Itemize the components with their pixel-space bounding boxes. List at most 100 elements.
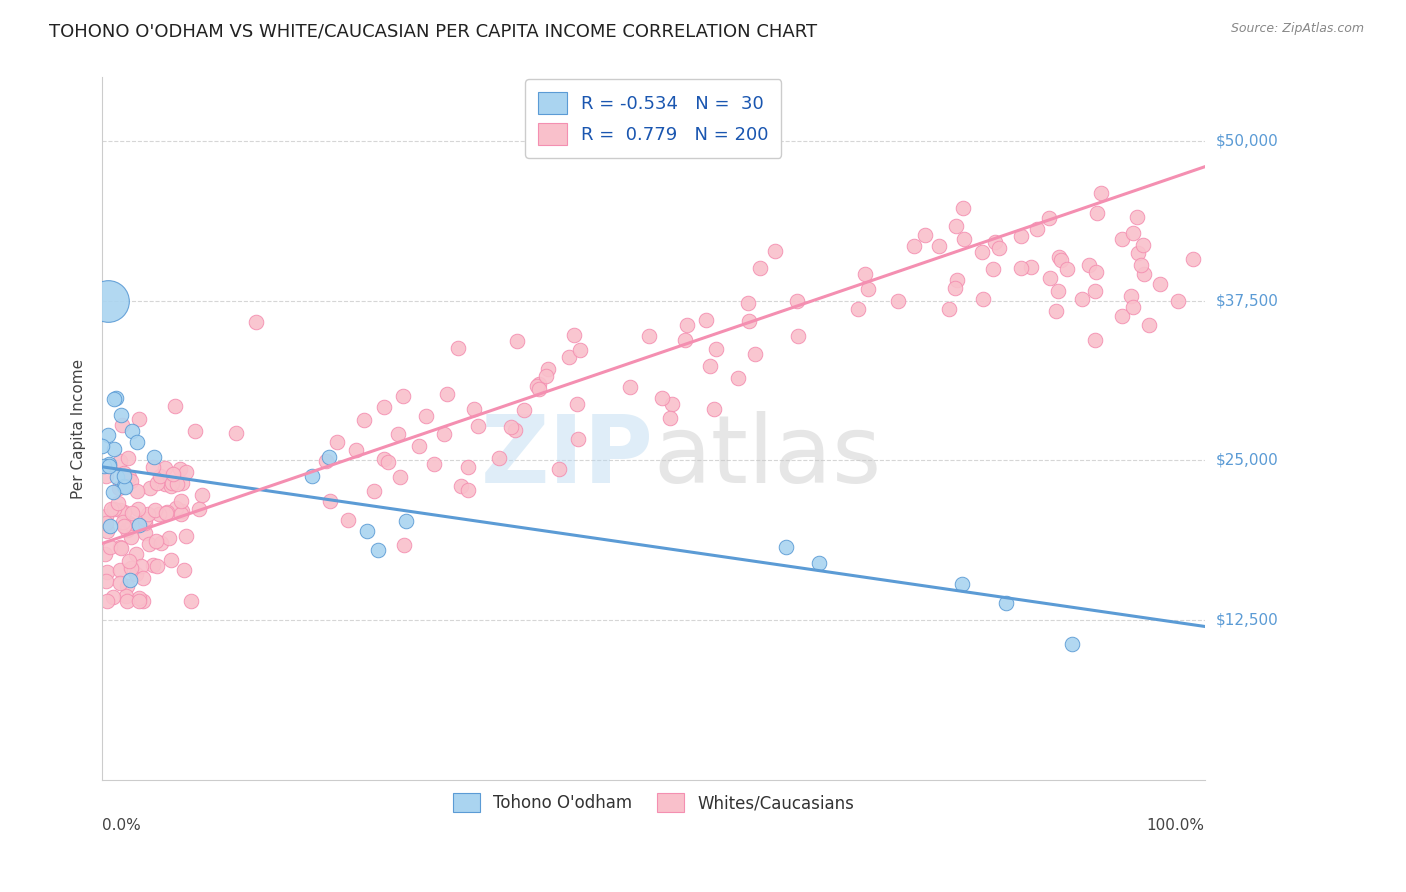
Point (146, 558, 169, 573)
Point (170, 507, 193, 521)
Point (162, 467, 184, 481)
Point (1121, 227, 1143, 241)
Point (117, 450, 139, 465)
Point (447, 341, 470, 355)
Point (887, 293, 910, 308)
Point (134, 516, 156, 530)
Point (110, 541, 132, 556)
Point (159, 553, 181, 567)
Point (128, 412, 150, 426)
Point (1019, 260, 1042, 274)
Point (145, 533, 167, 548)
Point (112, 466, 135, 480)
Point (139, 481, 162, 495)
Point (658, 411, 681, 425)
Point (353, 412, 375, 426)
Point (184, 424, 207, 438)
Point (537, 361, 560, 376)
Point (1084, 265, 1107, 279)
Point (118, 470, 141, 484)
Point (408, 439, 430, 453)
Point (1056, 262, 1078, 277)
Text: TOHONO O'ODHAM VS WHITE/CAUCASIAN PER CAPITA INCOME CORRELATION CHART: TOHONO O'ODHAM VS WHITE/CAUCASIAN PER CA… (49, 22, 817, 40)
Legend: Tohono O'odham, Whites/Caucasians: Tohono O'odham, Whites/Caucasians (444, 785, 862, 821)
Point (1119, 289, 1142, 303)
Text: 0.0%: 0.0% (103, 818, 141, 833)
Point (1084, 333, 1107, 347)
Point (534, 369, 557, 384)
Point (101, 590, 124, 604)
Point (1137, 318, 1160, 332)
Point (115, 590, 138, 604)
Point (148, 508, 170, 522)
Text: $25,000: $25,000 (1216, 453, 1278, 468)
Point (1045, 303, 1067, 318)
Point (166, 476, 188, 491)
Point (463, 402, 485, 417)
Point (188, 501, 211, 516)
Point (619, 380, 641, 394)
Point (1125, 210, 1147, 224)
Point (163, 399, 186, 413)
Point (245, 315, 267, 329)
Point (103, 392, 125, 406)
Point (301, 468, 323, 483)
Point (115, 594, 138, 608)
Point (114, 480, 136, 494)
Point (1129, 258, 1152, 272)
Point (987, 242, 1010, 256)
Point (1085, 206, 1108, 220)
Point (377, 455, 399, 469)
Text: ZIP: ZIP (481, 410, 654, 502)
Point (1010, 260, 1032, 275)
Point (318, 450, 340, 464)
Y-axis label: Per Capita Income: Per Capita Income (72, 359, 86, 499)
Point (457, 483, 479, 498)
Point (110, 417, 132, 432)
Point (651, 391, 673, 405)
Point (704, 342, 727, 356)
Point (388, 470, 411, 484)
Point (952, 201, 974, 215)
Point (503, 423, 526, 437)
Point (699, 359, 721, 373)
Point (103, 442, 125, 457)
Point (336, 512, 359, 526)
Point (94, 547, 117, 561)
Point (527, 377, 550, 392)
Point (548, 462, 571, 476)
Point (96, 524, 118, 538)
Point (98, 519, 121, 533)
Point (125, 483, 148, 498)
Point (392, 538, 415, 552)
Point (526, 379, 548, 393)
Point (145, 503, 167, 517)
Point (807, 556, 830, 570)
Point (103, 485, 125, 500)
Point (423, 458, 446, 472)
Point (675, 318, 697, 333)
Point (149, 469, 172, 483)
Point (363, 483, 385, 498)
Point (98, 457, 121, 471)
Point (97, 293, 120, 308)
Point (225, 425, 247, 440)
Point (972, 292, 994, 306)
Point (1182, 252, 1205, 266)
Point (950, 577, 973, 591)
Point (748, 260, 770, 275)
Point (946, 273, 969, 287)
Point (467, 418, 489, 433)
Point (319, 494, 342, 508)
Point (513, 402, 536, 417)
Point (373, 401, 395, 415)
Point (125, 434, 148, 449)
Point (488, 451, 510, 466)
Point (125, 547, 148, 561)
Point (153, 460, 176, 475)
Point (170, 494, 193, 508)
Point (112, 505, 135, 519)
Point (128, 594, 150, 608)
Point (108, 503, 131, 517)
Point (970, 244, 993, 259)
